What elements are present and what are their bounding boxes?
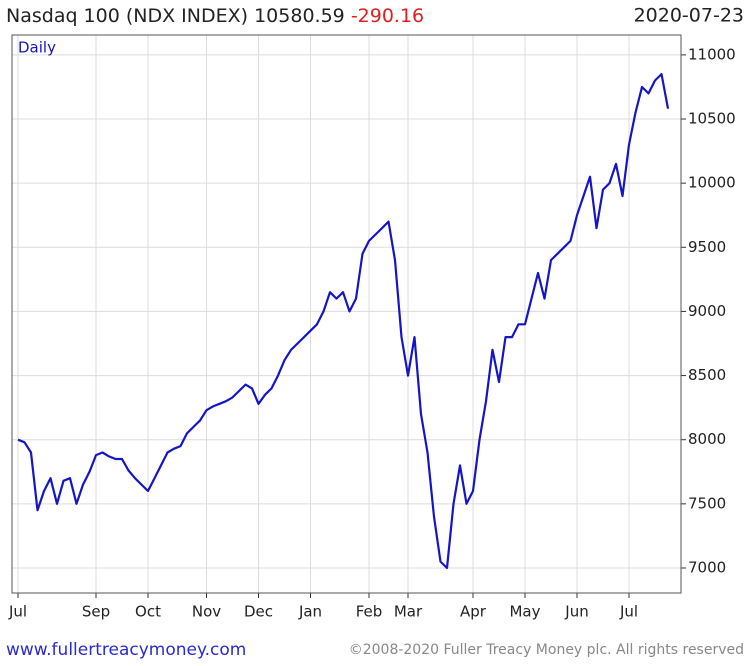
y-tick-label: 8000 (688, 430, 726, 448)
x-tick-label: Feb (356, 603, 383, 621)
x-tick-label: Oct (135, 603, 161, 621)
x-tick-label: Jul (619, 603, 638, 621)
footer-url: www.fullertreacymoney.com (6, 640, 246, 660)
plot-frame (11, 34, 682, 594)
x-tick-label: Nov (192, 603, 221, 621)
x-tick-label: Jan (298, 603, 322, 621)
y-tick-label: 10000 (688, 174, 736, 192)
y-tick-label: 9500 (688, 238, 726, 256)
price-line (17, 73, 670, 570)
y-tick-label: 9000 (688, 302, 726, 320)
x-tick-label: Jun (564, 603, 588, 621)
x-tick-label: Dec (244, 603, 273, 621)
date: 2020-07-23 (634, 5, 744, 27)
legend-label: Daily (18, 39, 56, 57)
y-tick-label: 8500 (688, 366, 726, 384)
y-tick-label: 7500 (688, 494, 726, 512)
y-tick-label: 11000 (688, 45, 736, 63)
y-tick-label: 10500 (688, 110, 736, 128)
x-tick-label: Mar (394, 603, 423, 621)
title-text: Nasdaq 100 (NDX INDEX) 10580.59 (6, 5, 345, 27)
y-tick-label: 7000 (688, 558, 726, 576)
change-text: -290.16 (351, 5, 424, 27)
x-tick-label: May (509, 603, 540, 621)
chart-title: Nasdaq 100 (NDX INDEX) 10580.59 -290.16 (6, 5, 424, 27)
footer-copyright: ©2008-2020 Fuller Treacy Money plc. All … (349, 642, 744, 658)
x-tick-label: Apr (460, 603, 487, 621)
x-tick-label: Sep (82, 603, 110, 621)
x-tick-label: Jul (8, 603, 27, 621)
